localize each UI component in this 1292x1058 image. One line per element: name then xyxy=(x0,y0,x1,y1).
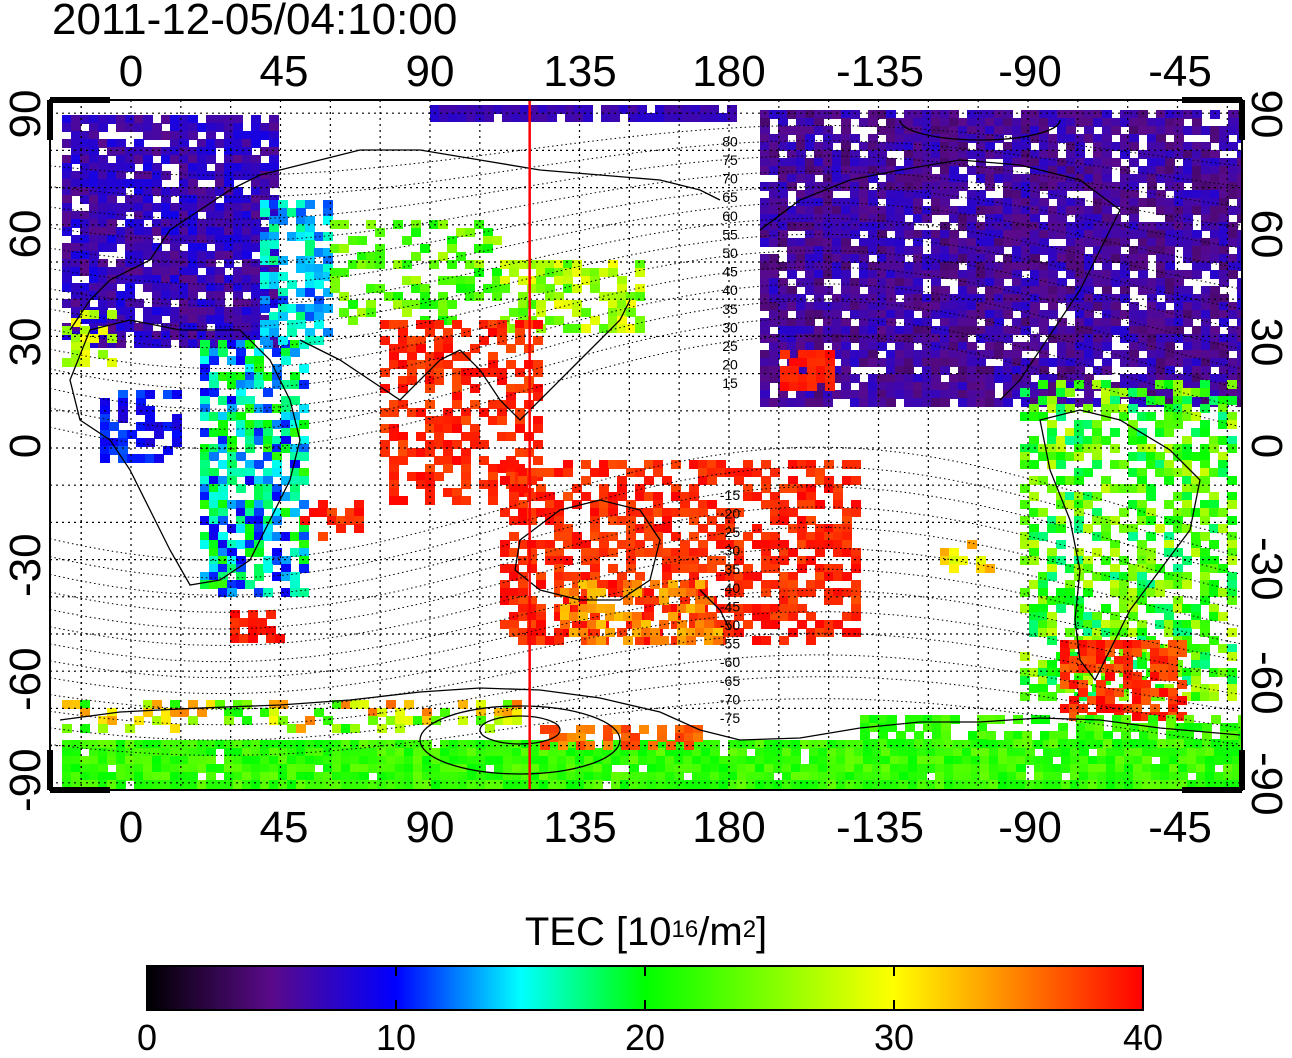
contour-label: -45 xyxy=(720,598,740,614)
lat-tick-right: 60 xyxy=(1244,204,1288,264)
colorbar-title-exponent-2: 2 xyxy=(743,916,756,943)
lat-tick-left: 0 xyxy=(4,416,48,476)
lat-tick-right: 0 xyxy=(1244,416,1288,476)
contour-label: 35 xyxy=(722,301,738,317)
lon-tick-top: 45 xyxy=(260,50,309,94)
lon-tick-top: -90 xyxy=(998,50,1062,94)
contour-label: -30 xyxy=(720,543,740,559)
lon-tick-bottom: 0 xyxy=(119,806,143,850)
lat-tick-left: -60 xyxy=(4,651,48,711)
contour-label: -50 xyxy=(720,617,740,633)
contour-label: -55 xyxy=(720,636,740,652)
contour-label: 75 xyxy=(722,152,738,168)
colorbar-tick-label: 30 xyxy=(874,1020,914,1056)
lat-tick-right: 30 xyxy=(1244,312,1288,372)
contour-label: 55 xyxy=(722,226,738,242)
lat-tick-left: 60 xyxy=(4,204,48,264)
contour-label: 60 xyxy=(722,208,738,224)
contour-label: 15 xyxy=(722,375,738,391)
lat-tick-right: -90 xyxy=(1244,752,1288,812)
contour-label: -20 xyxy=(720,505,740,521)
contour-label: 70 xyxy=(722,171,738,187)
colorbar-tick-label: 40 xyxy=(1123,1020,1163,1056)
lat-tick-right: -30 xyxy=(1244,537,1288,597)
colorbar-tick-label: 20 xyxy=(625,1020,665,1056)
contour-label: -35 xyxy=(720,561,740,577)
lon-tick-top: 135 xyxy=(543,50,616,94)
lon-tick-bottom: 90 xyxy=(406,806,455,850)
contour-label: -65 xyxy=(720,673,740,689)
lat-tick-right: -60 xyxy=(1244,651,1288,711)
contour-label: -75 xyxy=(720,710,740,726)
lon-tick-bottom: 45 xyxy=(260,806,309,850)
lon-tick-top: -45 xyxy=(1148,50,1212,94)
contour-label: -60 xyxy=(720,654,740,670)
lat-tick-right: 90 xyxy=(1244,84,1288,144)
contour-label: -15 xyxy=(720,487,740,503)
colorbar-title-unit: /m xyxy=(698,910,742,954)
contour-label: 80 xyxy=(722,133,738,149)
contour-label: 65 xyxy=(722,189,738,205)
lon-tick-bottom: -135 xyxy=(836,806,924,850)
contour-label: 45 xyxy=(722,264,738,280)
lon-tick-top: 90 xyxy=(406,50,455,94)
lat-tick-left: 90 xyxy=(4,84,48,144)
colorbar-title-main: TEC [10 xyxy=(525,910,672,954)
lon-tick-bottom: 135 xyxy=(543,806,616,850)
lon-tick-bottom: -45 xyxy=(1148,806,1212,850)
contour-label: -25 xyxy=(720,524,740,540)
colorbar-tick-label: 10 xyxy=(376,1020,416,1056)
lon-tick-bottom: -90 xyxy=(998,806,1062,850)
lon-tick-bottom: 180 xyxy=(692,806,765,850)
lon-tick-top: -135 xyxy=(836,50,924,94)
lat-tick-left: -90 xyxy=(4,752,48,812)
colorbar-tick-label: 0 xyxy=(137,1020,157,1056)
contour-label: 25 xyxy=(722,338,738,354)
contour-label: 40 xyxy=(722,282,738,298)
lat-tick-left: -30 xyxy=(4,537,48,597)
lon-tick-top: 180 xyxy=(692,50,765,94)
contour-label: -40 xyxy=(720,580,740,596)
contour-label: 30 xyxy=(722,319,738,335)
contour-label: 20 xyxy=(722,357,738,373)
contour-label: 50 xyxy=(722,245,738,261)
colorbar-title-exponent: 16 xyxy=(672,916,699,943)
lat-tick-left: 30 xyxy=(4,312,48,372)
contour-label: -70 xyxy=(720,691,740,707)
lon-tick-top: 0 xyxy=(119,50,143,94)
colorbar-title-end: ] xyxy=(756,910,767,954)
colorbar-title: TEC [1016/m2] xyxy=(0,910,1292,954)
